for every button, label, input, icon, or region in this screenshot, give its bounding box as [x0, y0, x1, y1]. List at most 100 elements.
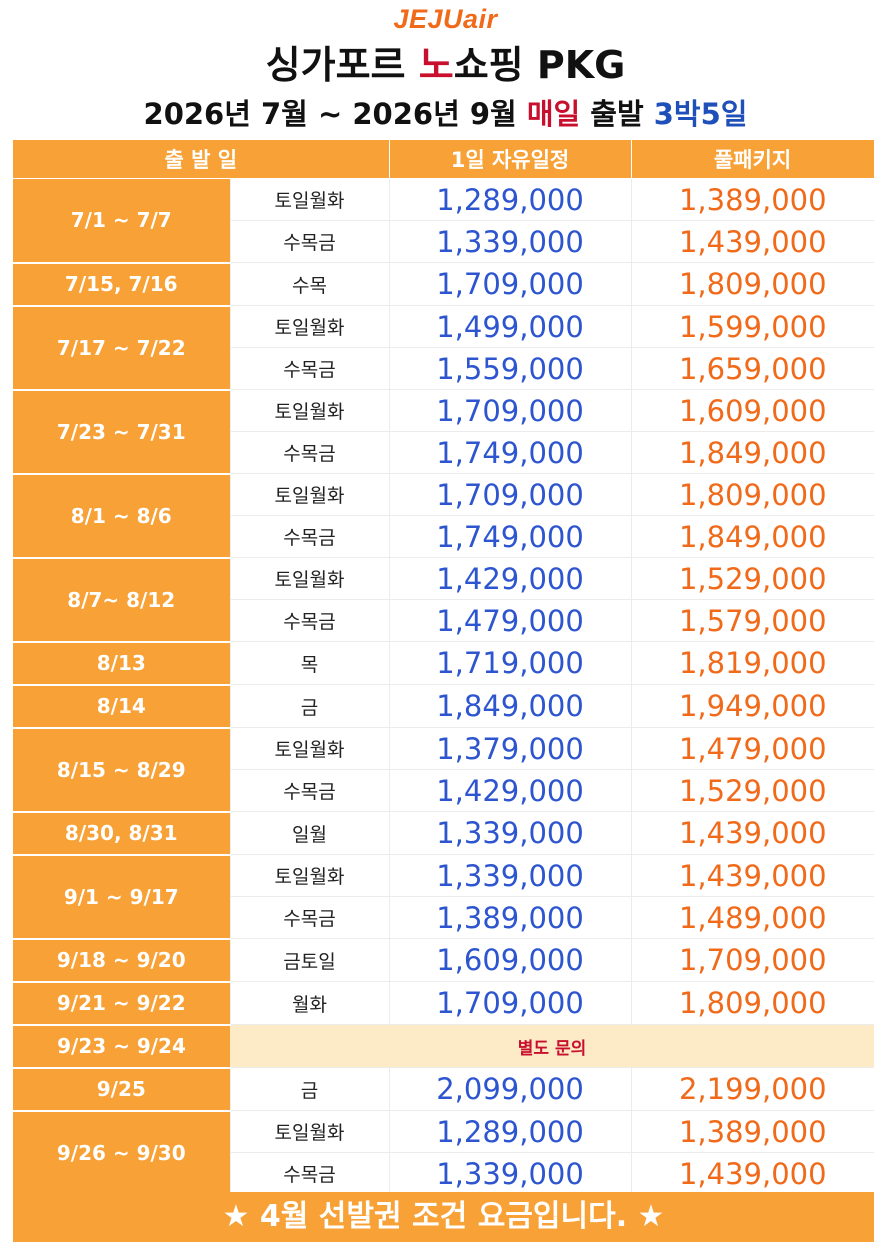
- full-package-price: 1,439,000: [631, 854, 874, 897]
- table-row: 8/14 금 1,849,000 1,949,000: [13, 684, 874, 729]
- free-schedule-price: 1,709,000: [389, 262, 632, 306]
- full-package-price: 1,479,000: [631, 727, 874, 770]
- table-row: 9/25 금 2,099,000 2,199,000: [13, 1067, 874, 1112]
- subtitle-daily: 매일: [526, 97, 581, 131]
- table-row: 수목금 1,339,000 1,439,000: [13, 220, 874, 263]
- title-prefix: 싱가포르: [265, 43, 419, 87]
- free-schedule-price: 1,339,000: [389, 811, 632, 855]
- full-package-price: 1,849,000: [631, 515, 874, 558]
- full-package-price: 1,949,000: [631, 684, 874, 728]
- table-row: 7/17 ~ 7/22 토일월화 1,499,000 1,599,000: [13, 305, 874, 391]
- table-row: 수목금 1,749,000 1,849,000: [13, 515, 874, 558]
- jejuair-logo: JEJUair: [393, 4, 498, 34]
- free-schedule-price: 1,339,000: [389, 1152, 632, 1195]
- departure-date-cell: 8/1 ~ 8/6: [13, 473, 230, 559]
- free-schedule-price: 1,429,000: [389, 769, 632, 812]
- free-schedule-price: 1,709,000: [389, 473, 632, 516]
- departure-date-cell: 8/14: [13, 684, 230, 729]
- full-package-price: 2,199,000: [631, 1067, 874, 1111]
- table-row: 9/1 ~ 9/17 토일월화 1,339,000 1,439,000: [13, 854, 874, 940]
- departure-date-cell: 7/1 ~ 7/7: [13, 178, 230, 264]
- free-schedule-price: 1,339,000: [389, 220, 632, 263]
- days-cell: 수목금: [229, 347, 390, 390]
- departure-date-cell: 9/18 ~ 9/20: [13, 938, 230, 983]
- full-package-price: 1,389,000: [631, 1110, 874, 1153]
- days-cell: 금: [229, 1067, 390, 1111]
- days-cell: 금토일: [229, 938, 390, 982]
- subtitle-period: 2026년 7월 ~ 2026년 9월: [143, 97, 527, 131]
- days-cell: 수목금: [229, 220, 390, 263]
- free-schedule-price: 1,709,000: [389, 981, 632, 1025]
- page-subtitle: 2026년 7월 ~ 2026년 9월 매일 출발 3박5일: [0, 92, 891, 136]
- full-package-price: 1,809,000: [631, 981, 874, 1025]
- table-row: 수목금 1,479,000 1,579,000: [13, 599, 874, 642]
- full-package-price: 1,849,000: [631, 431, 874, 474]
- free-schedule-price: 1,609,000: [389, 938, 632, 982]
- days-cell: 토일월화: [229, 389, 390, 432]
- departure-date-cell: 7/23 ~ 7/31: [13, 389, 230, 475]
- free-schedule-price: 1,499,000: [389, 305, 632, 348]
- departure-date-cell: 9/1 ~ 9/17: [13, 854, 230, 940]
- table-row: 8/13 목 1,719,000 1,819,000: [13, 641, 874, 686]
- free-schedule-price: 1,749,000: [389, 431, 632, 474]
- full-package-price: 1,599,000: [631, 305, 874, 348]
- table-row: 9/23 ~ 9/24 별도 문의: [13, 1024, 874, 1069]
- days-cell: 토일월화: [229, 178, 390, 221]
- days-cell: 수목금: [229, 1152, 390, 1195]
- table-row: 수목금 1,389,000 1,489,000: [13, 896, 874, 939]
- days-cell: 금: [229, 684, 390, 728]
- departure-date-cell: 9/26 ~ 9/30: [13, 1110, 230, 1196]
- table-row: 7/1 ~ 7/7 토일월화 1,289,000 1,389,000: [13, 178, 874, 264]
- days-cell: 토일월화: [229, 305, 390, 348]
- days-cell: 수목금: [229, 896, 390, 939]
- table-row: 8/15 ~ 8/29 토일월화 1,379,000 1,479,000: [13, 727, 874, 813]
- days-cell: 수목금: [229, 769, 390, 812]
- free-schedule-price: 2,099,000: [389, 1067, 632, 1111]
- free-schedule-price: 1,289,000: [389, 178, 632, 221]
- full-package-price: 1,529,000: [631, 557, 874, 600]
- days-cell: 목: [229, 641, 390, 685]
- full-package-price: 1,439,000: [631, 811, 874, 855]
- days-cell: 토일월화: [229, 557, 390, 600]
- subtitle-duration: 3박5일: [653, 97, 748, 131]
- free-schedule-price: 1,749,000: [389, 515, 632, 558]
- price-table: 출 발 일 1일 자유일정 풀패키지 7/1 ~ 7/7 토일월화 1,289,00…: [13, 140, 875, 1196]
- free-schedule-price: 1,429,000: [389, 557, 632, 600]
- header-departure-date: 출 발 일: [13, 140, 390, 179]
- days-cell: 토일월화: [229, 727, 390, 770]
- table-header-row: 출 발 일 1일 자유일정 풀패키지: [13, 140, 875, 179]
- free-schedule-price: 1,719,000: [389, 641, 632, 685]
- departure-date-cell: 9/23 ~ 9/24: [13, 1024, 230, 1069]
- full-package-price: 1,529,000: [631, 769, 874, 812]
- full-package-price: 1,439,000: [631, 1152, 874, 1195]
- page-title: 싱가포르 노쇼핑 PKG: [0, 40, 891, 90]
- days-cell: 월화: [229, 981, 390, 1025]
- free-schedule-price: 1,479,000: [389, 599, 632, 642]
- departure-date-cell: 8/15 ~ 8/29: [13, 727, 230, 813]
- departure-date-cell: 7/17 ~ 7/22: [13, 305, 230, 391]
- full-package-price: 1,709,000: [631, 938, 874, 982]
- table-row: 7/15, 7/16 수목 1,709,000 1,809,000: [13, 262, 874, 307]
- subtitle-departure: 출발: [580, 97, 654, 131]
- free-schedule-price: 1,339,000: [389, 854, 632, 897]
- full-package-price: 1,489,000: [631, 896, 874, 939]
- full-package-price: 1,819,000: [631, 641, 874, 685]
- full-package-price: 1,809,000: [631, 262, 874, 306]
- days-cell: 수목금: [229, 515, 390, 558]
- days-cell: 토일월화: [229, 473, 390, 516]
- departure-date-cell: 8/7~ 8/12: [13, 557, 230, 643]
- table-row: 수목금 1,339,000 1,439,000: [13, 1152, 874, 1195]
- departure-date-cell: 9/25: [13, 1067, 230, 1112]
- table-row: 수목금 1,559,000 1,659,000: [13, 347, 874, 390]
- full-package-price: 1,659,000: [631, 347, 874, 390]
- full-package-price: 1,809,000: [631, 473, 874, 516]
- table-row: 수목금 1,429,000 1,529,000: [13, 769, 874, 812]
- days-cell: 수목금: [229, 431, 390, 474]
- inquiry-cell: 별도 문의: [230, 1024, 874, 1068]
- departure-date-cell: 8/30, 8/31: [13, 811, 230, 856]
- header-full-package: 풀패키지: [631, 140, 875, 179]
- table-row: 8/1 ~ 8/6 토일월화 1,709,000 1,809,000: [13, 473, 874, 559]
- header-free-schedule: 1일 자유일정: [389, 140, 632, 179]
- price-table-body: 7/1 ~ 7/7 토일월화 1,289,000 1,389,000 수목금 1,339,…: [13, 178, 874, 1196]
- free-schedule-price: 1,709,000: [389, 389, 632, 432]
